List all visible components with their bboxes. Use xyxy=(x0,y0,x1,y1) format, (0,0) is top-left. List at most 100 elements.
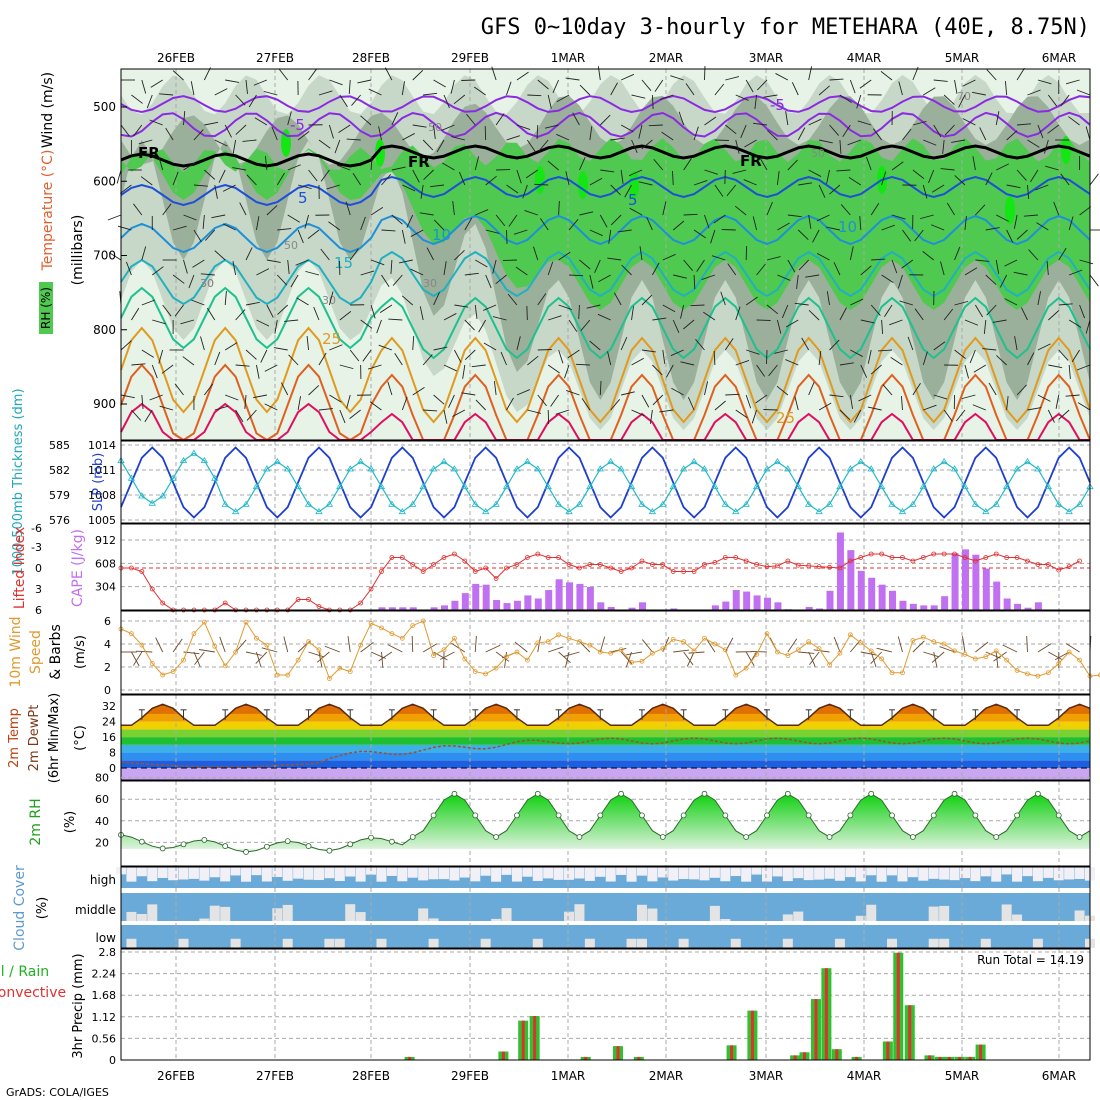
surface-wind-barb xyxy=(578,640,591,653)
thickness-marker xyxy=(846,465,855,472)
surface-wind-barb xyxy=(620,651,633,665)
thickness-marker xyxy=(669,482,677,490)
wind-barb xyxy=(597,313,611,321)
wind-speed-marker xyxy=(879,656,885,662)
wind-barb xyxy=(370,259,385,266)
precip-convective-bar xyxy=(793,1055,797,1060)
wind-speed-marker xyxy=(931,639,937,645)
wind-barb xyxy=(610,82,618,96)
rh-marker xyxy=(326,847,333,854)
precip-convective-bar xyxy=(886,1041,890,1060)
surface-wind-barb xyxy=(745,651,755,667)
li-marker xyxy=(941,551,947,557)
wind-barb xyxy=(308,385,320,396)
surface-wind-barb xyxy=(860,651,877,656)
wind-barb xyxy=(485,229,500,234)
li-marker xyxy=(535,551,541,557)
thickness-marker xyxy=(898,507,907,515)
li-marker xyxy=(618,569,624,574)
rh-tick: 60 xyxy=(95,793,109,806)
cloud-high-bar xyxy=(376,867,387,882)
wind-barb xyxy=(172,171,179,186)
wind-barb xyxy=(1017,123,1032,126)
wind-barb xyxy=(376,319,382,334)
rh-area xyxy=(121,793,1090,852)
wind-barb xyxy=(930,224,945,231)
wind-barb xyxy=(183,214,197,221)
wind-barb xyxy=(856,94,862,109)
wind-barb xyxy=(295,259,309,266)
wind-barb xyxy=(253,79,268,86)
surface-wind-barb xyxy=(193,651,201,667)
wind-barb xyxy=(266,304,274,318)
wind-tick: 0 xyxy=(104,684,111,697)
wind-barb xyxy=(732,169,747,174)
wind-barb xyxy=(260,349,268,363)
contour-label: 30 xyxy=(200,277,214,290)
thickness-marker xyxy=(721,500,730,507)
wind-barb xyxy=(475,209,489,216)
wind-barb xyxy=(433,124,436,139)
wind-barb xyxy=(839,94,852,104)
wind-barb xyxy=(922,184,928,199)
wind-barb xyxy=(336,164,351,171)
wind-barb xyxy=(988,382,997,396)
wind-barb xyxy=(610,137,625,141)
wind-speed-marker xyxy=(399,635,405,641)
contour-label: 50 xyxy=(811,147,825,160)
wind-barb xyxy=(430,184,445,188)
li-marker xyxy=(493,576,499,581)
cape-bar xyxy=(1034,602,1042,610)
wind-speed-marker xyxy=(129,631,134,637)
cape-bar xyxy=(774,602,782,610)
precip-tick: 2.8 xyxy=(99,946,117,959)
thickness-marker xyxy=(523,457,532,465)
wind-speed-marker xyxy=(920,634,926,640)
wind-barb xyxy=(641,139,653,150)
date-label-bottom: 27FEB xyxy=(256,1069,294,1083)
wind-barb xyxy=(791,82,799,96)
wind-speed-marker xyxy=(983,654,989,660)
cloud-high-bar xyxy=(678,867,689,880)
wind-barb xyxy=(297,131,310,141)
wind-barb xyxy=(631,357,645,366)
cloud-high-bar xyxy=(147,867,158,882)
wind-speed-marker xyxy=(1056,661,1062,666)
wind-speed-marker xyxy=(254,635,259,641)
wind-barb xyxy=(579,84,591,96)
wind-barb xyxy=(394,353,403,366)
thickness-marker xyxy=(429,465,438,472)
thickness-marker xyxy=(700,465,709,472)
wind-barb xyxy=(193,184,208,187)
cloud-high-bar xyxy=(188,867,199,879)
wind-speed-marker xyxy=(608,650,614,656)
wind-barb xyxy=(620,124,634,133)
surface-wind-barb xyxy=(813,649,830,653)
li-marker xyxy=(722,555,728,560)
wind-barb xyxy=(725,124,737,135)
cloud-middle-bar xyxy=(147,904,158,921)
wind-speed-marker xyxy=(743,665,749,671)
li-marker xyxy=(660,562,666,567)
cloud-high-bar xyxy=(970,867,981,882)
wind-barb xyxy=(646,217,653,231)
wind-barb xyxy=(672,319,680,333)
wind-barb xyxy=(453,94,466,105)
surface-wind-barb xyxy=(558,651,571,664)
wind-barb xyxy=(726,184,737,197)
wind-barb xyxy=(313,306,320,321)
wind-barb xyxy=(433,394,445,405)
cape-bar xyxy=(951,553,959,610)
surface-wind-barb xyxy=(939,646,955,653)
wind-barb xyxy=(693,180,708,186)
wind-barb xyxy=(506,81,512,96)
wind-barb xyxy=(745,296,758,306)
wind-axis-label-2: Speed xyxy=(28,630,44,674)
temp-tick: 16 xyxy=(102,731,116,744)
surface-wind-barb xyxy=(688,651,705,654)
wind-barb xyxy=(218,169,226,183)
wind-barb xyxy=(558,304,572,310)
rh-marker xyxy=(284,838,291,845)
wind-barb xyxy=(328,291,334,306)
wind-barb xyxy=(787,159,798,171)
